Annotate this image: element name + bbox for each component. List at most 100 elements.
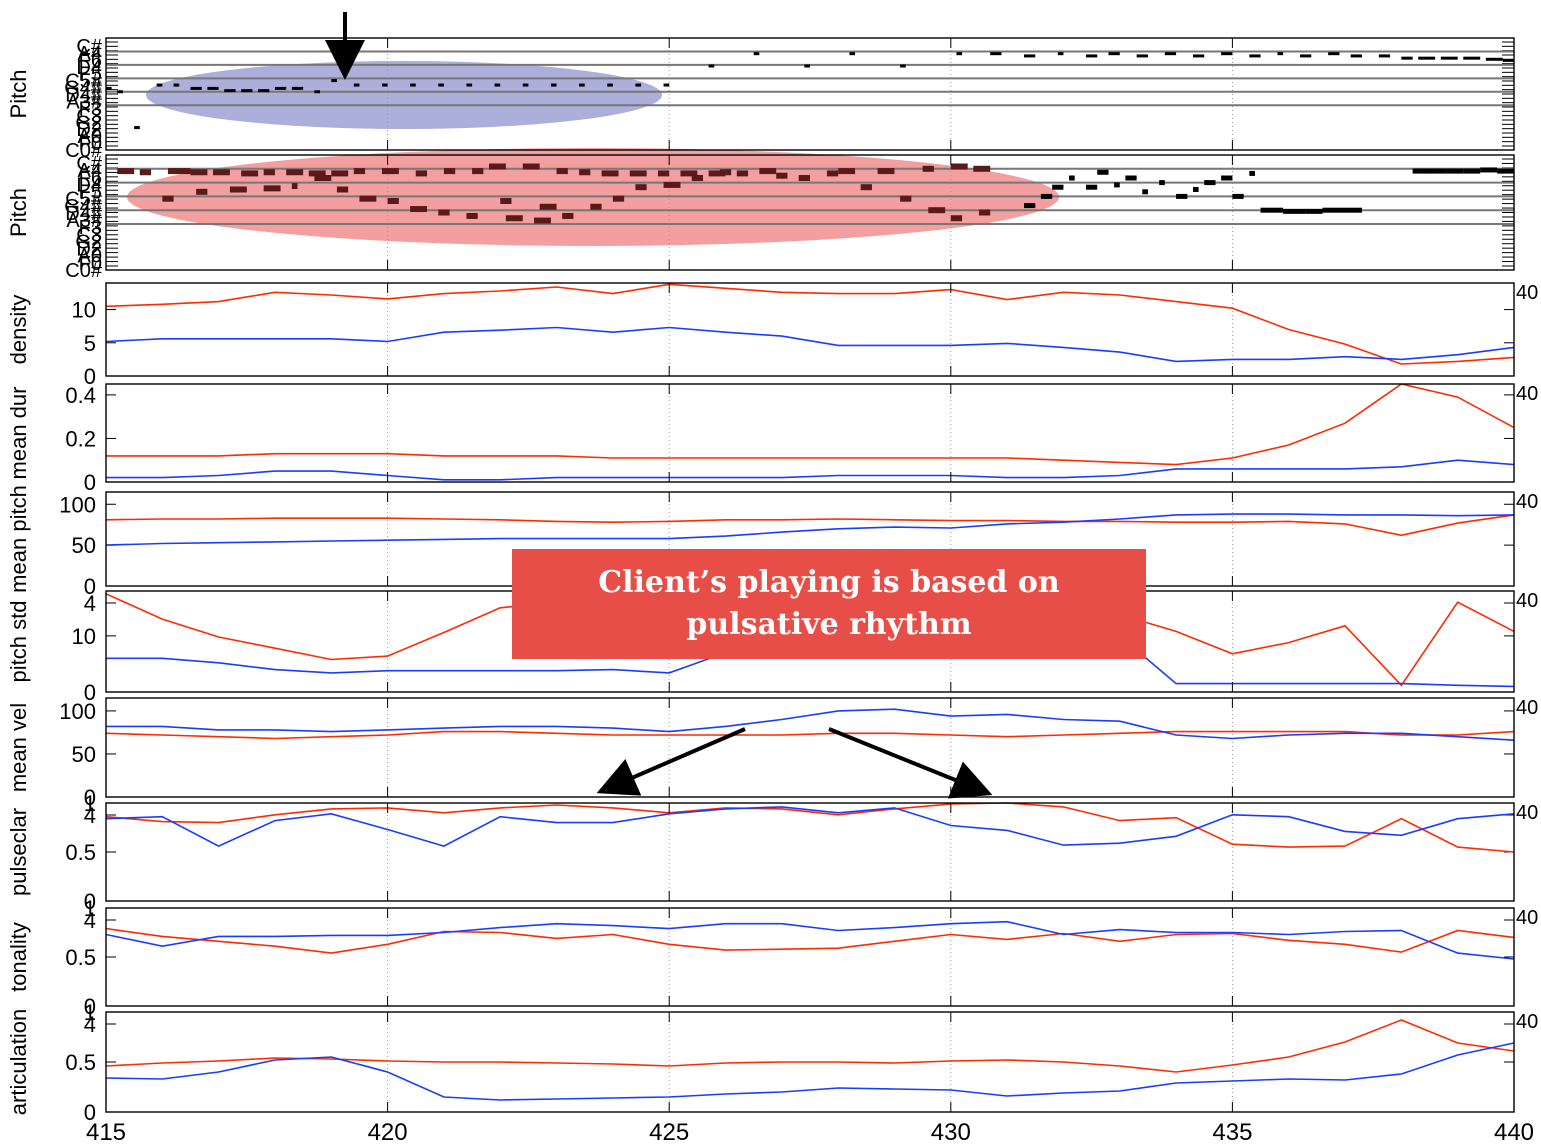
note-mark — [849, 52, 856, 56]
note-mark — [410, 206, 428, 213]
y-tick-label: F3 — [79, 217, 102, 239]
y-tick-label: 4 — [84, 803, 96, 828]
y-tick-label: C# — [76, 153, 102, 175]
note-mark — [1446, 168, 1464, 174]
y-tick-label: C3 — [76, 224, 102, 246]
note-mark — [1418, 56, 1436, 60]
note-mark — [410, 83, 416, 87]
y-axis-label: pulseclar — [6, 808, 31, 896]
note-mark — [736, 170, 749, 177]
note-mark — [500, 198, 512, 204]
note-mark — [708, 170, 726, 177]
note-mark — [1497, 168, 1514, 174]
note-mark — [488, 163, 506, 170]
note-mark — [494, 83, 501, 87]
note-mark — [263, 169, 275, 176]
note-mark — [1249, 54, 1261, 58]
y-tick-label: C0# — [65, 140, 103, 162]
note-mark — [308, 170, 326, 177]
y-axis-label: articulation — [6, 1009, 31, 1115]
y-axis-label: Pitch — [6, 188, 31, 237]
y-axis-label: mean pitch — [6, 485, 31, 593]
note-mark — [359, 195, 377, 202]
note-mark — [241, 170, 259, 177]
note-mark — [1136, 54, 1148, 58]
note-mark — [950, 163, 968, 170]
note-mark — [522, 83, 529, 87]
note-mark — [331, 170, 349, 177]
note-mark — [838, 168, 856, 175]
note-mark — [336, 186, 349, 193]
y-axis-label: tonality — [6, 922, 31, 992]
y-tick-label: C3 — [76, 105, 102, 127]
y-tick-label: F6 — [79, 50, 102, 72]
series-line-blue — [106, 459, 1515, 481]
y-tick-label: 0.2 — [65, 426, 96, 451]
note-mark — [798, 175, 810, 181]
note-mark — [1085, 54, 1098, 58]
note-mark — [286, 169, 304, 176]
y-tick-label: A0 — [78, 126, 102, 148]
note-mark — [466, 83, 473, 87]
panel-frame — [105, 37, 1515, 151]
note-mark — [590, 203, 602, 210]
note-mark — [607, 83, 613, 87]
right-tick-label: 40 — [1516, 491, 1538, 513]
y-tick-label: 4 — [84, 591, 96, 616]
series-line-red — [105, 1019, 1515, 1073]
series-line-blue — [105, 1042, 1515, 1101]
note-mark — [990, 52, 1002, 56]
y-tick-label: C5# — [65, 71, 103, 93]
y-tick-label: G2 — [75, 112, 102, 134]
note-mark — [274, 86, 287, 90]
note-mark — [505, 215, 523, 222]
y-tick-label: 100 — [59, 492, 96, 517]
note-mark — [663, 181, 681, 188]
y-tick-label: 50 — [72, 533, 96, 558]
note-mark — [635, 83, 642, 87]
note-mark — [1463, 56, 1481, 60]
note-mark — [190, 169, 208, 176]
note-mark — [922, 165, 934, 172]
note-mark — [314, 175, 332, 181]
note-mark — [1232, 193, 1244, 199]
note-mark — [190, 86, 202, 90]
note-mark — [241, 89, 253, 93]
note-mark — [804, 64, 810, 68]
note-mark — [928, 207, 946, 214]
y-tick-label: C# — [76, 36, 102, 58]
y-tick-label: 0 — [84, 680, 96, 705]
note-mark — [708, 64, 715, 68]
y-tick-label: A3# — [66, 210, 102, 232]
y-tick-label: 1 — [84, 896, 96, 921]
series-line-blue — [105, 920, 1515, 960]
right-tick-label: 40 — [1516, 590, 1538, 612]
y-tick-label: 100 — [59, 699, 96, 724]
note-mark — [753, 52, 760, 56]
x-tick-label: 440 — [1494, 1119, 1534, 1145]
note-mark — [1040, 193, 1053, 199]
note-mark — [1401, 56, 1413, 60]
y-tick-label: F0 — [79, 133, 102, 155]
panel-10: 0 0.5 41 40 articulation — [6, 1000, 1538, 1125]
note-mark — [438, 209, 450, 216]
series-line-red — [106, 383, 1515, 466]
note-mark — [1114, 182, 1120, 188]
note-mark — [635, 184, 647, 191]
y-tick-label: 0 — [84, 574, 96, 599]
y-tick-label: D4# — [65, 203, 103, 225]
note-mark — [1502, 58, 1514, 62]
y-tick-label: 0.5 — [65, 945, 96, 970]
panel-7: 0 50 100 40 mean vel — [6, 697, 1538, 810]
note-mark — [207, 86, 219, 90]
note-mark — [601, 170, 619, 177]
note-mark — [826, 170, 839, 177]
note-mark — [556, 168, 568, 175]
note-mark — [1260, 207, 1284, 213]
note-mark — [1328, 52, 1340, 56]
series-line-blue — [105, 513, 1515, 546]
note-mark — [1204, 180, 1216, 186]
note-mark — [167, 168, 191, 175]
note-mark — [534, 217, 551, 224]
